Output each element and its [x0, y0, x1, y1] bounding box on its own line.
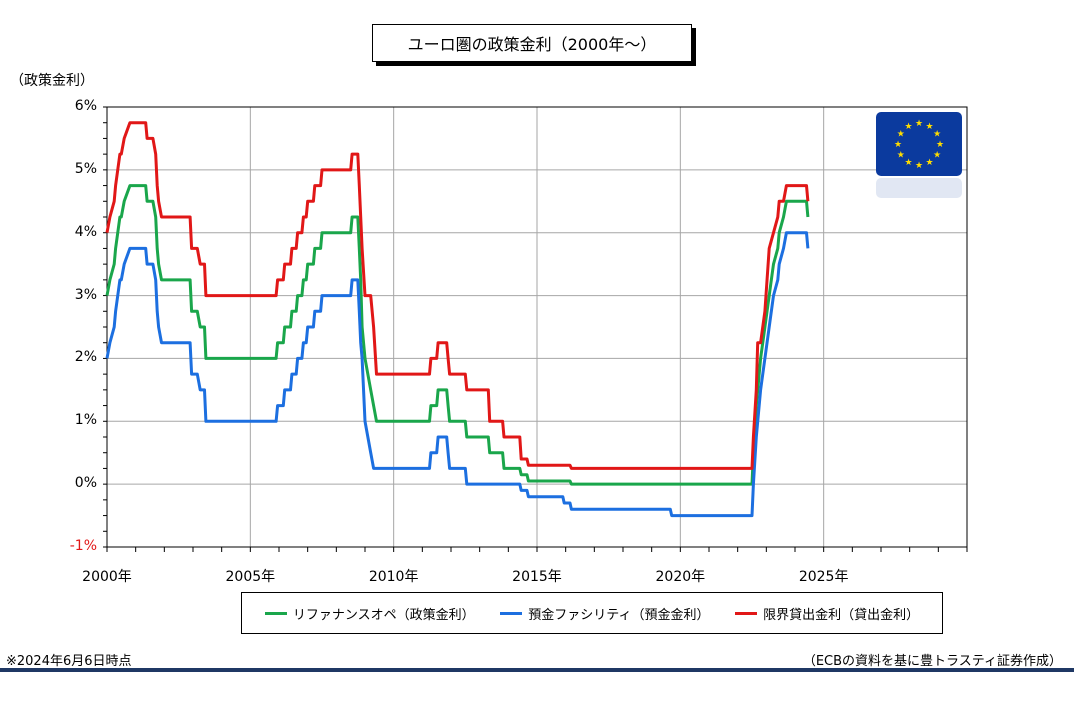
y-tick-label: 2% — [74, 349, 97, 366]
x-tick-label: 2020年 — [655, 569, 706, 585]
legend-item-deposit: 預金ファシリティ（預金金利） — [500, 604, 709, 623]
legend-item-marginal: 限界貸出金利（貸出金利） — [735, 604, 919, 623]
source-note: （ECBの資料を基に豊トラスティ証券作成） — [802, 654, 1062, 669]
eu-star-icon: ★ — [904, 158, 912, 168]
series-line-deposit — [105, 231, 810, 518]
legend-label-deposit: 預金ファシリティ（預金金利） — [528, 607, 710, 623]
x-tick-label: 2025年 — [798, 569, 849, 585]
y-tick-label: 3% — [74, 286, 97, 303]
bottom-divider — [0, 668, 1074, 672]
legend-swatch-marginal — [735, 611, 758, 615]
eu-star-icon: ★ — [897, 130, 905, 140]
eu-star-icon: ★ — [933, 151, 941, 161]
y-tick-label: 0% — [74, 475, 97, 492]
chart-series — [105, 121, 810, 518]
legend-item-mro: リファナンスオペ（政策金利） — [264, 604, 475, 623]
eu-star-icon: ★ — [925, 122, 933, 132]
y-tick-label: 1% — [74, 412, 97, 429]
eu-star-icon: ★ — [933, 130, 941, 140]
eu-star-icon: ★ — [894, 140, 902, 150]
y-tick-label: 4% — [74, 223, 97, 240]
chart-legend: リファナンスオペ（政策金利） 預金ファシリティ（預金金利） 限界貸出金利（貸出金… — [241, 592, 943, 634]
chart-title: ユーロ圏の政策金利（2000年～） — [372, 24, 692, 62]
y-axis-label: （政策金利） — [10, 73, 94, 89]
y-tick-label: 6% — [74, 98, 97, 114]
eu-star-icon: ★ — [897, 151, 905, 161]
x-tick-label: 2005年 — [225, 569, 276, 585]
footnote-date: ※2024年6月6日時点 — [6, 654, 132, 669]
eu-star-icon: ★ — [904, 122, 912, 132]
eu-flag-reflection — [876, 178, 962, 198]
x-tick-label: 2000年 — [82, 569, 132, 585]
eu-flag-field — [876, 112, 962, 176]
series-line-mro — [105, 184, 810, 486]
legend-label-marginal: 限界貸出金利（貸出金利） — [763, 607, 920, 623]
eu-star-icon: ★ — [915, 119, 923, 129]
eu-star-icon: ★ — [915, 161, 923, 171]
x-tick-label: 2015年 — [512, 569, 562, 585]
eu-star-icon: ★ — [925, 158, 933, 168]
legend-swatch-mro — [264, 611, 287, 615]
legend-swatch-deposit — [500, 611, 523, 615]
series-line-marginal — [105, 121, 810, 470]
eu-star-icon: ★ — [936, 140, 944, 150]
x-tick-label: 2010年 — [368, 569, 419, 585]
chart-grid — [103, 106, 968, 552]
y-tick-label: 5% — [74, 160, 97, 177]
eu-flag-icon: ★ ★★★★★★★★★★★ — [876, 112, 962, 198]
y-tick-label: -1% — [69, 538, 97, 554]
legend-label-mro: リファナンスオペ（政策金利） — [292, 607, 475, 623]
